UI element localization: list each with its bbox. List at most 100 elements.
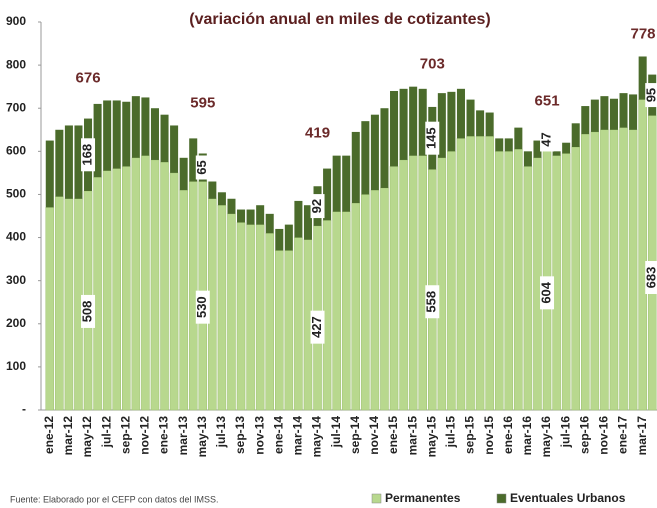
bar-segment [523, 151, 532, 167]
x-tick-label: mar-15 [405, 416, 419, 456]
bar-segment [131, 157, 141, 411]
bar-segment [227, 213, 236, 411]
bar-segment [170, 125, 179, 173]
value-label-box [310, 194, 325, 219]
bar-segment [523, 166, 533, 411]
x-tick-label: may-12 [80, 416, 94, 458]
bar-segment [504, 151, 514, 411]
x-tick-label: mar-12 [61, 416, 75, 456]
bar-segment [256, 205, 265, 225]
bar-segment [552, 151, 561, 156]
bar-segment [217, 204, 227, 411]
bar-segment [370, 189, 380, 411]
value-label-box [645, 260, 657, 294]
bar-segment [303, 205, 312, 240]
bar-segment [389, 166, 399, 411]
bar-segment [380, 108, 389, 188]
value-label-box [540, 127, 555, 152]
bar-segment [361, 194, 370, 411]
bar-segment [332, 155, 341, 212]
bar-segment [294, 237, 303, 411]
y-tick-label: 700 [6, 100, 26, 114]
bar-segment [208, 181, 217, 199]
bar-segment [361, 121, 370, 195]
bar-segment [409, 86, 418, 156]
bar-segment [590, 99, 599, 132]
bar-segment [64, 198, 74, 411]
value-label: 92 [309, 199, 324, 213]
x-tick-label: sep-12 [118, 416, 132, 454]
bar-segment [112, 168, 121, 411]
y-tick-label: 800 [6, 57, 26, 71]
bar-segment [629, 94, 638, 130]
value-label: 65 [194, 160, 209, 174]
x-tick-label: mar-13 [176, 416, 190, 456]
bar-segment [485, 112, 494, 137]
bar-segment [437, 157, 447, 411]
x-tick-label: jul-15 [444, 416, 458, 449]
y-tick-label: 500 [6, 187, 26, 201]
bar-segment [189, 138, 198, 182]
bar-segment [150, 108, 159, 160]
y-tick-label: 900 [6, 14, 26, 28]
bar-segment [122, 166, 131, 411]
bar-segment [562, 142, 571, 154]
bar-segment [227, 198, 236, 214]
bar-segment [638, 99, 647, 411]
bar-segment [447, 91, 456, 152]
value-label-box [81, 294, 96, 328]
bar-segment [160, 114, 169, 163]
value-label-box [645, 83, 657, 108]
x-tick-label: nov-14 [367, 416, 381, 455]
value-label: 95 [644, 88, 657, 102]
bar-segment [418, 88, 427, 156]
x-tick-label: ene-12 [42, 416, 56, 454]
bar-segment [504, 138, 513, 152]
value-label-box [425, 121, 440, 155]
bar-segment [169, 172, 179, 411]
x-tick-label: may-13 [195, 416, 209, 458]
bar-segment [64, 125, 73, 199]
y-tick-label: 100 [6, 359, 26, 373]
value-label-box [195, 155, 210, 180]
x-tick-label: ene-16 [501, 416, 515, 454]
x-tick-label: jul-16 [558, 416, 572, 449]
source-note: Fuente: Elaborado por el CEFP con datos … [10, 494, 218, 504]
bar-segment [141, 97, 150, 156]
bar-segment [571, 123, 580, 148]
y-tick-label: 400 [6, 230, 26, 244]
total-label: 703 [420, 56, 445, 73]
bar-segment [45, 207, 55, 411]
bar-segment [342, 155, 351, 212]
bar-segment [619, 127, 628, 411]
bar-segment [408, 155, 418, 411]
bar-segment [456, 88, 465, 139]
bar-segment [533, 140, 542, 158]
bar-segment [399, 159, 408, 411]
bar-segment [341, 211, 351, 411]
bar-segment [93, 103, 102, 178]
bar-segment [150, 159, 160, 411]
bar-segment [476, 110, 485, 137]
bar-segment [609, 98, 618, 130]
x-tick-label: sep-16 [577, 416, 591, 454]
total-label: 651 [535, 92, 560, 109]
bar-segment [45, 140, 54, 208]
x-tick-label: ene-14 [271, 416, 285, 454]
bar-segment [399, 88, 408, 160]
total-label: 595 [190, 94, 215, 111]
x-tick-label: nov-16 [597, 416, 611, 455]
x-tick-label: nov-13 [252, 416, 266, 455]
bar-segment [581, 133, 590, 411]
bar-segment [122, 101, 131, 167]
x-tick-label: ene-15 [386, 416, 400, 454]
bar-segment [514, 127, 523, 150]
bar-segment [131, 96, 140, 158]
bar-segment [456, 138, 466, 411]
x-tick-label: mar-16 [520, 416, 534, 456]
total-label: 419 [305, 125, 330, 142]
bar-segment [600, 96, 609, 130]
bar-segment [55, 196, 64, 411]
bar-segment [141, 155, 150, 411]
bar-segment [284, 250, 294, 411]
